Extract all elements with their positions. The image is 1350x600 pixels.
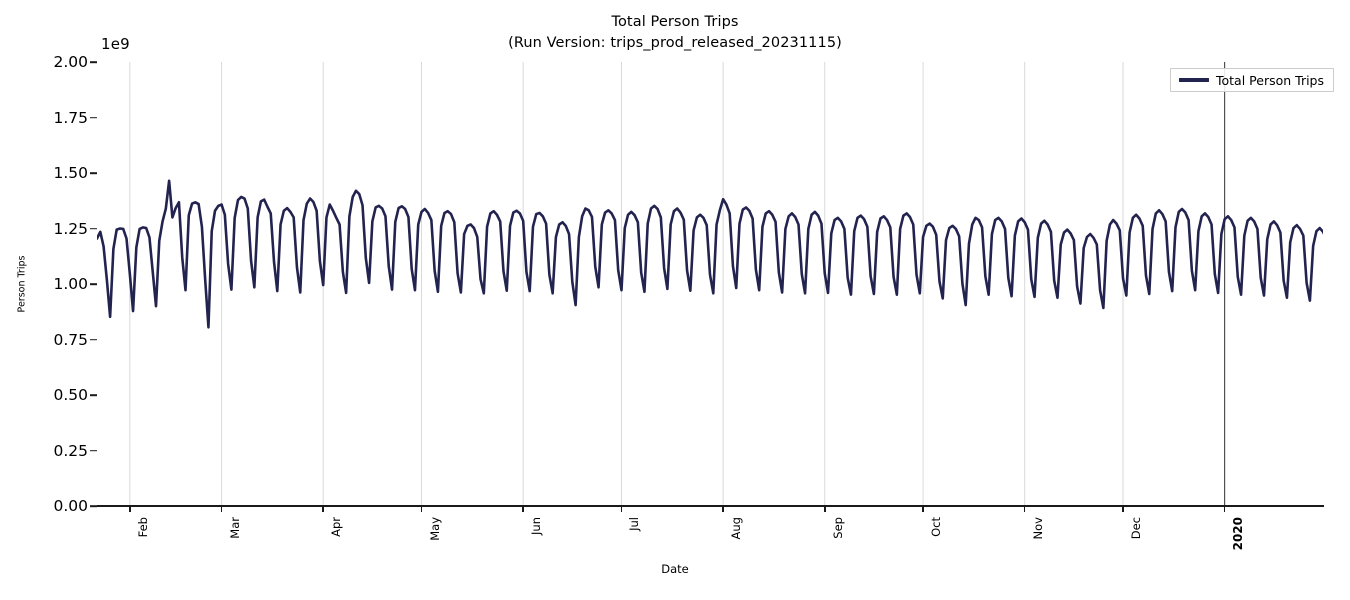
y-tick-mark: [90, 338, 97, 341]
x-tick-label-month: Nov: [1030, 517, 1045, 540]
y-tick-mark: [90, 449, 97, 452]
chart-legend[interactable]: Total Person Trips: [1170, 68, 1335, 92]
y-tick-label: 0.75: [53, 330, 88, 349]
x-axis-spine: [97, 505, 1324, 507]
line-chart-canvas: [97, 62, 1323, 506]
x-tick-label-month: Mar: [227, 517, 242, 539]
x-tick-mark: [1223, 506, 1226, 512]
x-tick-mark: [722, 506, 724, 512]
x-tick-mark: [620, 506, 623, 512]
y-tick-label: 2.00: [53, 53, 88, 71]
y-tick-label: 0.25: [53, 441, 88, 460]
y-tick-mark: [90, 394, 97, 396]
y-tick-label: 1.75: [53, 108, 88, 127]
y-axis-offset-text: 1e9: [101, 35, 130, 53]
chart-title-block: Total Person Trips (Run Version: trips_p…: [0, 12, 1350, 54]
x-tick-label-month: Dec: [1129, 517, 1144, 540]
y-tick-mark: [90, 283, 97, 285]
y-tick-mark: [90, 172, 97, 174]
x-tick-mark: [823, 506, 826, 512]
y-tick-mark: [90, 61, 97, 63]
series-line-total-person-trips: [97, 179, 1323, 329]
legend-entry-label: Total Person Trips: [1216, 72, 1325, 88]
x-tick-mark: [1023, 506, 1026, 512]
x-tick-mark: [922, 506, 924, 512]
plot-area: [97, 62, 1323, 506]
x-axis-label: Date: [661, 562, 689, 576]
y-tick-label: 1.50: [53, 164, 88, 182]
x-tick-mark: [420, 506, 423, 512]
x-tick-mark: [522, 506, 524, 512]
vertical-gridlines: [129, 62, 1226, 506]
x-tick-label-month: Oct: [929, 517, 944, 537]
y-tick-label: 1.25: [53, 219, 88, 238]
x-tick-mark: [322, 506, 324, 512]
x-tick-mark: [220, 506, 223, 512]
y-tick-mark: [90, 116, 97, 119]
y-tick-label: 0.00: [53, 497, 88, 515]
x-tick-label-month: Jul: [627, 517, 642, 531]
x-tick-label-month: Sep: [830, 517, 845, 539]
x-tick-label-month: Aug: [729, 517, 744, 540]
page-title: Total Person Trips: [611, 14, 739, 30]
x-tick-label-month: Jun: [529, 517, 544, 535]
x-tick-label-year: 2020: [1230, 517, 1245, 551]
y-tick-mark: [90, 227, 97, 230]
x-tick-label-month: Feb: [135, 517, 150, 538]
legend-line-swatch: [1179, 78, 1209, 82]
chart-subtitle: (Run Version: trips_prod_released_202311…: [508, 35, 842, 51]
x-tick-label-month: Apr: [329, 517, 344, 537]
x-tick-mark: [1122, 506, 1124, 512]
y-tick-label: 1.00: [53, 275, 88, 293]
x-tick-mark: [128, 506, 131, 512]
x-tick-label-month: May: [427, 517, 442, 541]
y-tick-label: 0.50: [53, 386, 88, 404]
y-tick-mark: [90, 505, 97, 507]
